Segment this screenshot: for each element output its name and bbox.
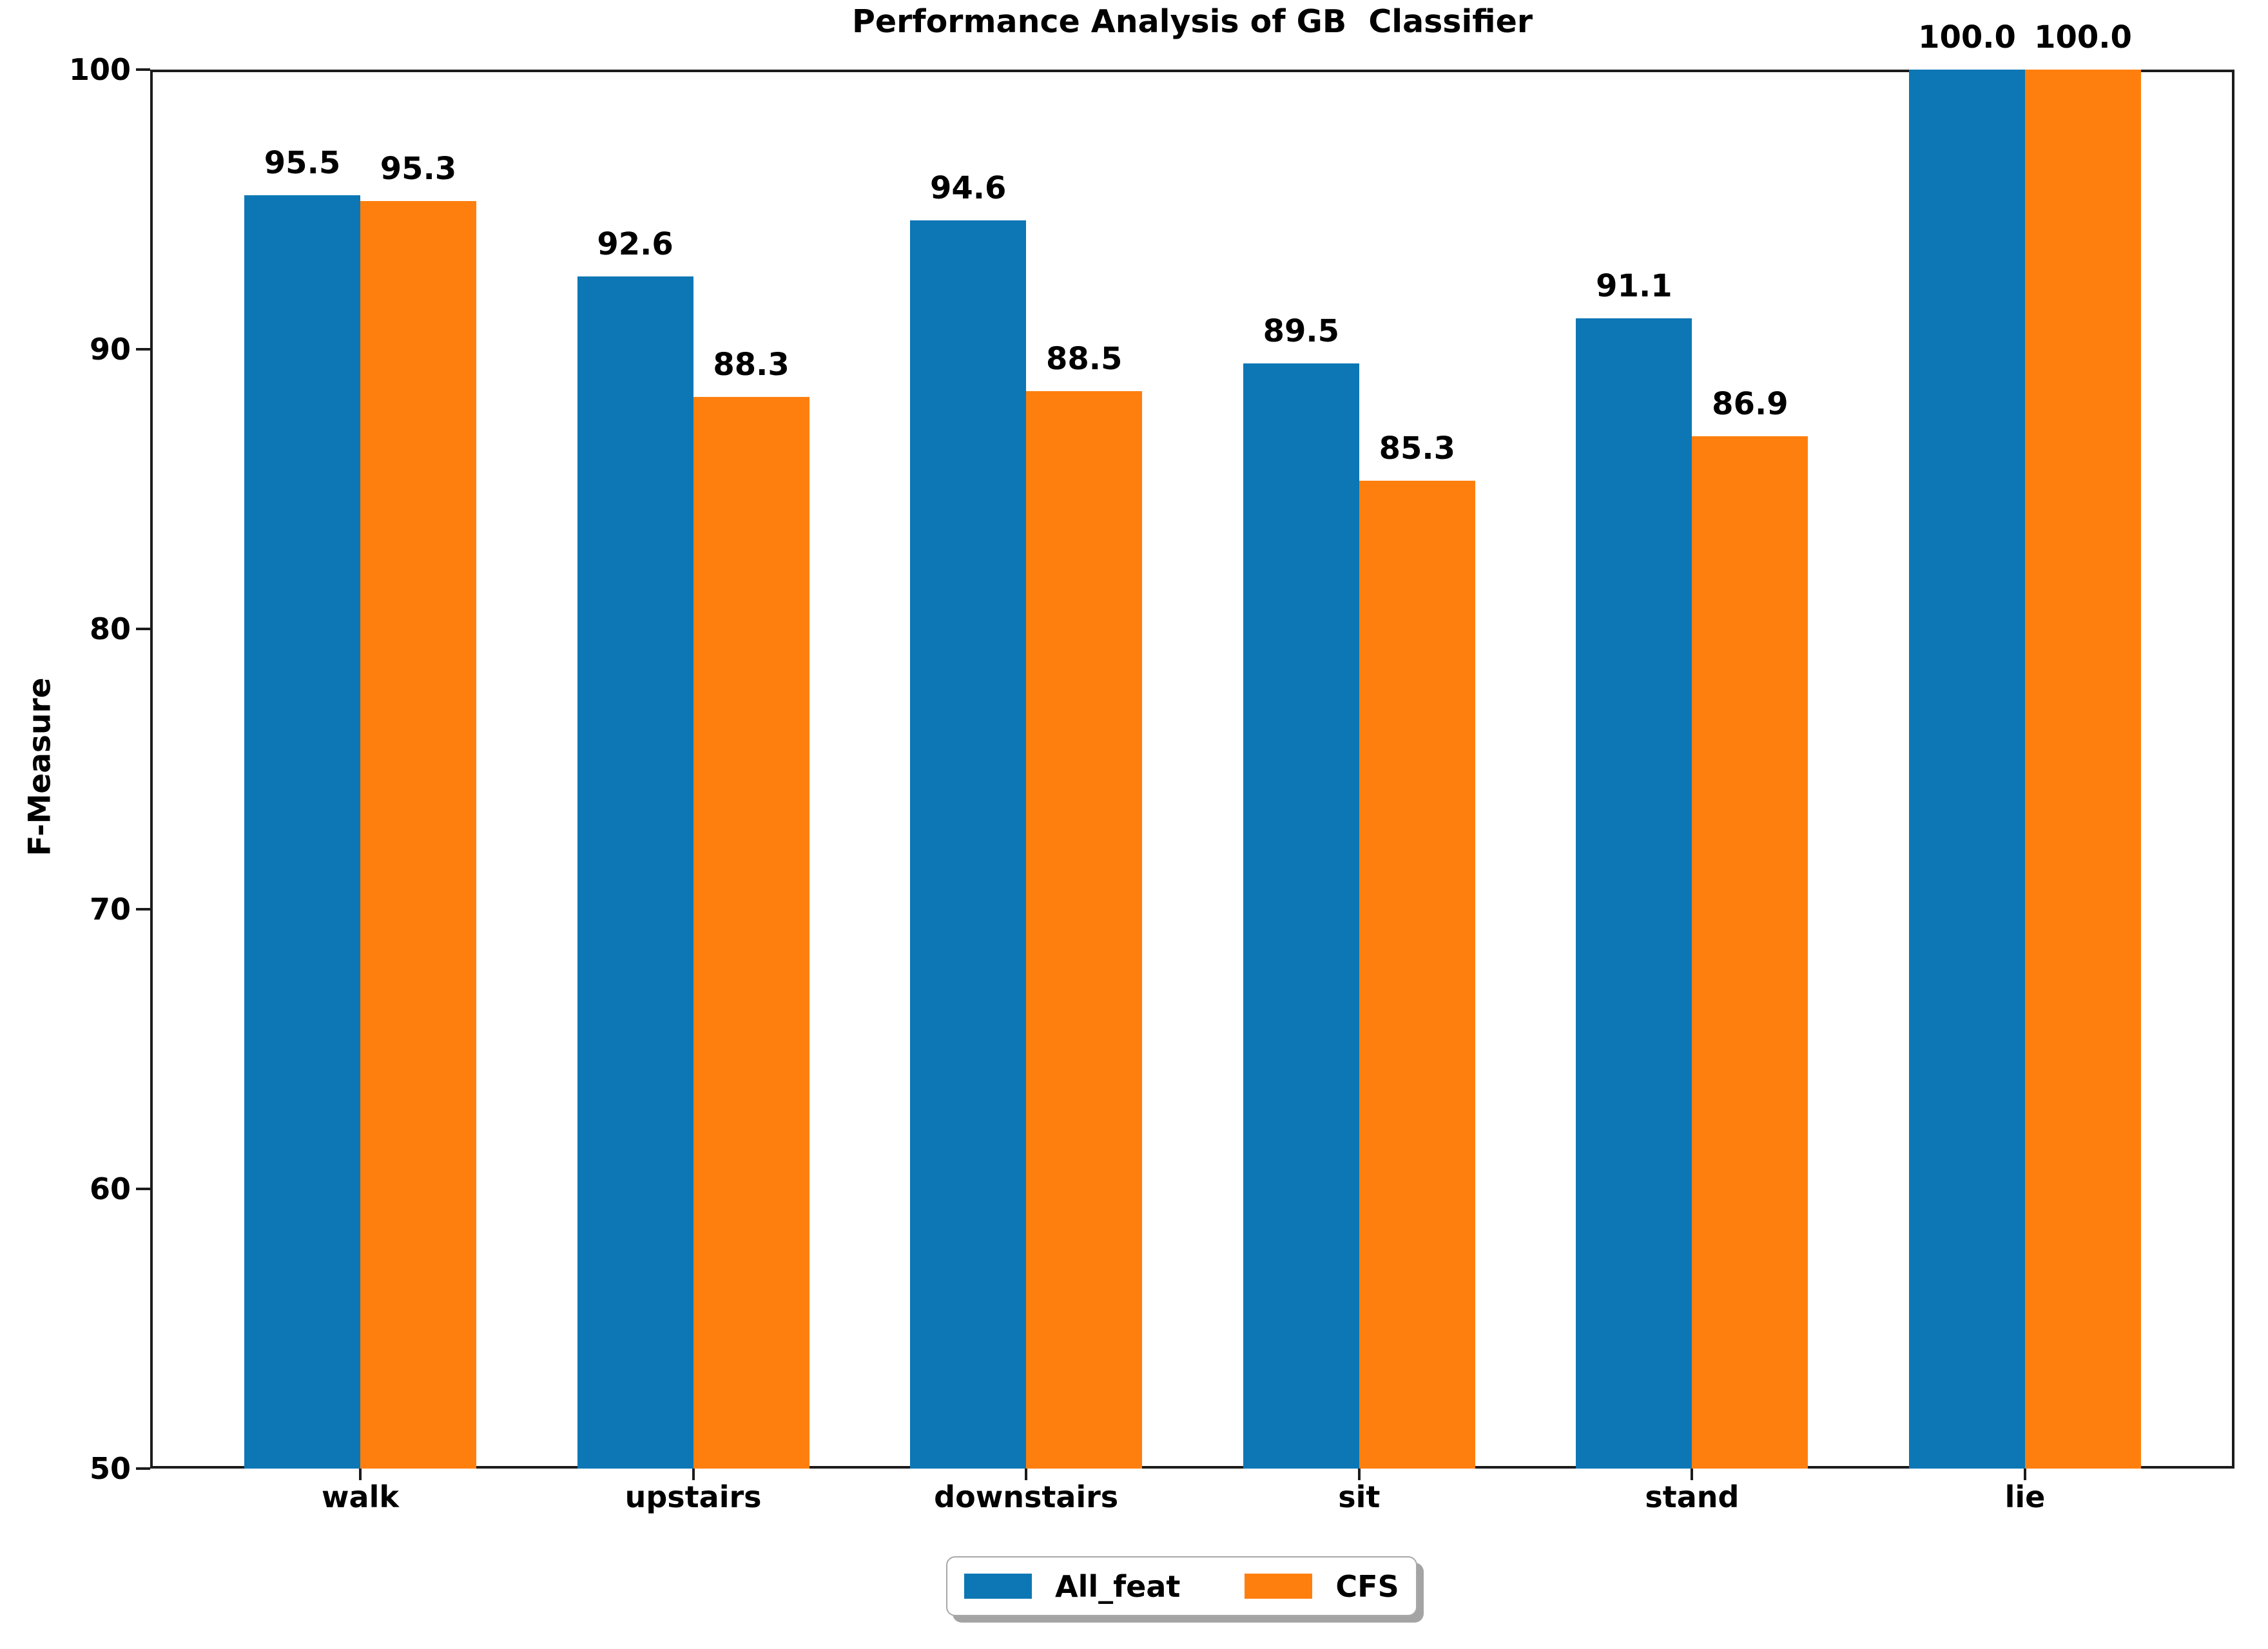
bar-value-label: 91.1 xyxy=(1596,268,1672,305)
bar-value-label: 88.5 xyxy=(1045,341,1123,378)
x-tick-mark xyxy=(692,1469,695,1480)
x-tick-mark xyxy=(1357,1469,1361,1480)
x-tick-label: sit xyxy=(1338,1480,1381,1514)
chart-title: Performance Analysis of GB Classifier xyxy=(852,3,1533,40)
y-axis-label: F-Measure xyxy=(22,677,58,856)
bar-value-label: 89.5 xyxy=(1263,313,1340,349)
bar-All_feat-downstairs xyxy=(910,220,1027,1469)
bar-All_feat-upstairs xyxy=(577,276,693,1469)
x-tick-label: stand xyxy=(1645,1480,1740,1514)
bar-value-label: 100.0 xyxy=(2034,19,2132,55)
y-tick-mark xyxy=(136,907,150,911)
bar-CFS-sit xyxy=(1359,481,1475,1469)
bar-CFS-walk xyxy=(360,201,476,1469)
x-tick-mark xyxy=(359,1469,362,1480)
x-tick-label: lie xyxy=(2004,1480,2046,1514)
bar-All_feat-lie xyxy=(1909,70,2025,1469)
legend-label-cfs: CFS xyxy=(1335,1568,1399,1604)
y-tick-mark xyxy=(136,348,150,351)
y-tick-label: 90 xyxy=(89,332,131,367)
y-tick-mark xyxy=(136,68,150,71)
y-tick-label: 50 xyxy=(89,1451,131,1486)
legend-label-all-feat: All_feat xyxy=(1055,1568,1181,1604)
legend-item-cfs: CFS xyxy=(1245,1568,1399,1605)
y-tick-label: 60 xyxy=(89,1171,131,1206)
x-tick-mark xyxy=(2024,1469,2026,1480)
cfs-swatch-icon xyxy=(1245,1574,1313,1599)
bar-value-label: 86.9 xyxy=(1712,385,1788,422)
legend: All_feat CFS xyxy=(946,1556,1417,1616)
bar-value-label: 88.3 xyxy=(713,347,790,383)
y-tick-label: 100 xyxy=(68,52,131,87)
all-feat-swatch-icon xyxy=(964,1574,1032,1599)
y-tick-mark xyxy=(136,1187,150,1190)
bar-All_feat-walk xyxy=(244,195,360,1469)
bar-value-label: 85.3 xyxy=(1379,430,1456,467)
bar-value-label: 95.3 xyxy=(380,151,457,188)
x-tick-label: downstairs xyxy=(934,1480,1119,1514)
legend-item-all-feat: All_feat xyxy=(964,1568,1180,1605)
bar-value-label: 94.6 xyxy=(929,170,1007,207)
y-tick-label: 80 xyxy=(89,612,131,647)
bar-value-label: 92.6 xyxy=(597,226,674,263)
bar-value-label: 100.0 xyxy=(1918,19,2016,55)
bar-CFS-stand xyxy=(1692,436,1808,1469)
x-tick-label: walk xyxy=(322,1480,399,1514)
bar-CFS-lie xyxy=(2025,70,2141,1469)
bar-All_feat-sit xyxy=(1243,363,1359,1469)
y-tick-label: 70 xyxy=(89,891,131,927)
y-tick-mark xyxy=(136,1467,150,1470)
bar-CFS-downstairs xyxy=(1026,391,1143,1469)
plot-area xyxy=(150,70,2234,1469)
x-tick-mark xyxy=(1025,1469,1028,1480)
y-tick-mark xyxy=(136,628,150,631)
bar-value-label: 95.5 xyxy=(264,145,341,182)
bar-CFS-upstairs xyxy=(693,397,809,1469)
x-tick-label: upstairs xyxy=(625,1480,762,1514)
x-tick-mark xyxy=(1691,1469,1694,1480)
bar-All_feat-stand xyxy=(1576,318,1692,1469)
